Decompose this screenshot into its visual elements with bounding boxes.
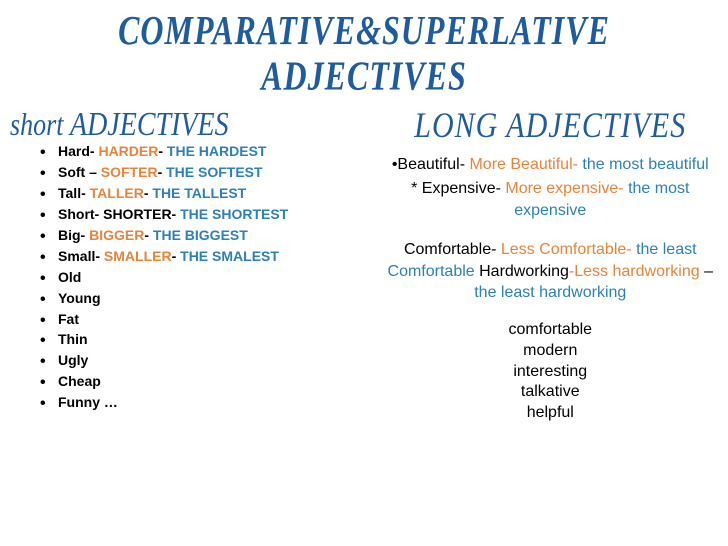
simple-word: modern: [383, 341, 718, 362]
simple-word-list: comfortable modern interesting talkative…: [383, 320, 718, 424]
columns: short ADJECTIVES Hard- HARDER- THE HARDE…: [0, 106, 728, 424]
long-example-2: * Expensive- More expensive- the most ex…: [383, 178, 718, 221]
simple-word: talkative: [383, 382, 718, 403]
short-adjectives-list: Hard- HARDER- THE HARDEST Soft – SOFTER-…: [18, 142, 379, 412]
list-item: Soft – SOFTER- THE SOFTEST: [40, 163, 379, 182]
simple-word: helpful: [383, 403, 718, 424]
main-title: COMPARATIVE&SUPERLATIVE ADJECTIVES: [0, 0, 728, 99]
list-item: Short- SHORTER- THE SHORTEST: [40, 205, 379, 224]
heading-small: short: [10, 108, 70, 143]
list-item: Cheap: [40, 372, 379, 391]
title-line1: COMPARATIVE&SUPERLATIVE: [0, 8, 728, 54]
right-column: LONG ADJECTIVES •Beautiful- More Beautif…: [379, 106, 728, 424]
simple-word: interesting: [383, 362, 718, 383]
list-item: Big- BIGGER- THE BIGGEST: [40, 226, 379, 245]
list-item: Old: [40, 268, 379, 287]
heading-caps: ADJECTIVES: [70, 106, 229, 143]
list-item: Hard- HARDER- THE HARDEST: [40, 142, 379, 161]
list-item: Funny …: [40, 393, 379, 412]
title-line2: ADJECTIVES: [0, 54, 728, 100]
short-adjectives-heading: short ADJECTIVES: [10, 106, 379, 144]
list-item: Thin: [40, 330, 379, 349]
left-column: short ADJECTIVES Hard- HARDER- THE HARDE…: [0, 106, 379, 424]
list-item: Young: [40, 289, 379, 308]
long-example-1: •Beautiful- More Beautiful- the most bea…: [383, 154, 718, 176]
long-adjectives-heading: LONG ADJECTIVES: [383, 106, 718, 147]
list-item: Tall- TALLER- THE TALLEST: [40, 184, 379, 203]
long-adjectives-content: •Beautiful- More Beautiful- the most bea…: [383, 154, 718, 424]
simple-word: comfortable: [383, 320, 718, 341]
list-item: Ugly: [40, 351, 379, 370]
list-item: Small- SMALLER- THE SMALEST: [40, 247, 379, 266]
long-example-3: Comfortable- Less Comfortable- the least…: [383, 239, 718, 304]
list-item: Fat: [40, 310, 379, 329]
